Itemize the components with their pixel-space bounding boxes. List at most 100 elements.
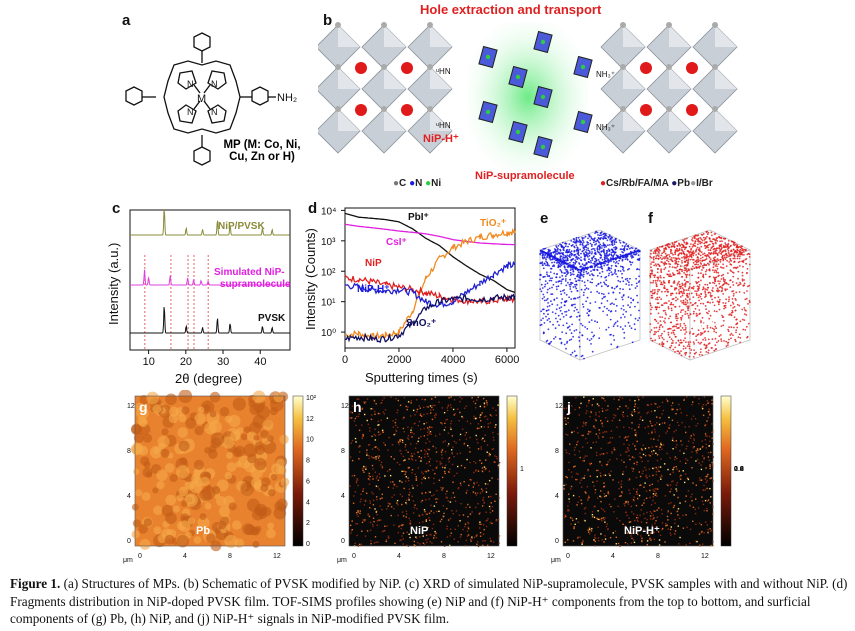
halide-atom <box>335 22 341 28</box>
halide-atom <box>712 64 718 70</box>
xrd-series-1 <box>130 269 290 286</box>
x-axis-title: Sputtering times (s) <box>365 370 478 385</box>
panel-label-j: j <box>566 399 571 415</box>
cube-e-label: NiP <box>588 322 607 334</box>
panel-label-f: f <box>648 210 653 227</box>
tof-series-4 <box>344 260 516 308</box>
panel-label-a: a <box>122 12 131 29</box>
xrd-series-0 <box>130 209 290 236</box>
label-csi: CsI⁺ <box>386 237 407 248</box>
label-pbi: PbI⁺ <box>408 212 429 223</box>
halide-atom <box>620 106 626 112</box>
map-x-tick: 8 <box>228 553 232 560</box>
perovskite-left <box>318 22 453 154</box>
x-tick-label: 6000 <box>495 354 519 366</box>
nip-map: 1 μm 0 0 4 4 8 8 12 12 h NiP <box>337 395 524 564</box>
map-y-tick: 0 <box>127 538 131 545</box>
legend-right: ●Cs/Rb/FA/MA ●Pb●I/Br <box>600 178 713 189</box>
panel-label-g: g <box>139 399 148 415</box>
nip-h-label: NiP-H⁺ <box>423 133 459 145</box>
amine-label: NH₂ <box>277 92 297 104</box>
colorbar-tick: 8 <box>306 458 310 465</box>
halide-atom <box>427 64 433 70</box>
map-x-tick: 0 <box>138 553 142 560</box>
map-y-tick: 0 <box>555 538 559 545</box>
supramolecule-label: NiP-supramolecule <box>475 170 575 182</box>
metal-center-label: M <box>197 93 206 105</box>
svg-text:N: N <box>211 107 218 117</box>
x-tick-label: 0 <box>342 354 348 366</box>
amine-left-label: ᵘHN <box>436 67 451 76</box>
y-tick-label: 10¹ <box>321 298 336 309</box>
map-x-tick: 4 <box>183 553 187 560</box>
a-site-cation <box>640 62 652 74</box>
colorbar-tick: 0 <box>306 541 310 548</box>
halide-atom <box>427 106 433 112</box>
colorbar-tick: 1.2 <box>734 466 744 473</box>
colorbar-tick: 0.4 <box>734 466 744 473</box>
y-tick-label: 10⁰ <box>321 328 336 339</box>
x-tick-label: 40 <box>254 356 266 368</box>
map-x-tick: 4 <box>611 553 615 560</box>
y-axis-title: Intensity (Counts) <box>303 228 318 330</box>
amine-right-label: NH₃⁺ <box>596 123 615 132</box>
halide-atom <box>620 64 626 70</box>
colorbar-tick: 6 <box>306 478 310 485</box>
map-unit: μm <box>123 557 133 564</box>
halide-atom <box>381 22 387 28</box>
map-y-tick: 12 <box>341 403 349 410</box>
map-frame <box>562 395 714 547</box>
panel-label-c: c <box>112 200 121 217</box>
niph-3d-cube <box>649 229 751 361</box>
tof-frame <box>344 207 516 349</box>
map-x-tick: 8 <box>442 553 446 560</box>
xrd-series-2 <box>130 307 290 334</box>
svg-text:N: N <box>187 107 194 117</box>
colorbar <box>720 395 732 547</box>
map-y-tick: 8 <box>341 448 345 455</box>
halide-atom <box>427 22 433 28</box>
tof-series-1 <box>344 223 515 246</box>
tof-series-0 <box>344 212 516 294</box>
x-tick-label: 2000 <box>387 354 411 366</box>
curve-label-supramolecule: supramolecule <box>220 279 291 290</box>
map-x-tick: 4 <box>397 553 401 560</box>
colorbar <box>292 395 304 547</box>
xrd-frame <box>129 209 291 351</box>
map-y-tick: 12 <box>555 403 563 410</box>
curve-label-pvsk: PVSK <box>258 313 286 324</box>
colorbar-tick: 0.0 <box>734 466 744 473</box>
label-nip: NiP <box>365 258 382 269</box>
map-x-tick: 12 <box>701 553 709 560</box>
curve-label-nip-pvsk: NiP/PVSK <box>218 221 265 232</box>
amine-left-label: ᵘHN <box>436 121 451 130</box>
a-site-cation <box>686 62 698 74</box>
halide-atom <box>666 64 672 70</box>
halide-atom <box>381 64 387 70</box>
x-tick-label: 10 <box>143 356 155 368</box>
halide-atom <box>620 22 626 28</box>
map-x-tick: 12 <box>273 553 281 560</box>
porphyrin-structure: N N N N M NH₂ <box>125 32 297 166</box>
a-site-cation <box>640 104 652 116</box>
hole-extraction-title: Hole extraction and transport <box>420 2 602 17</box>
x-tick-label: 20 <box>180 356 192 368</box>
map-y-tick: 4 <box>127 493 131 500</box>
xrd-chart: NiP/PVSK Simulated NiP-supramolecule PVSK 1… <box>106 209 291 386</box>
colorbar-tick: 2 <box>306 520 310 527</box>
supramolecule-glow <box>468 22 588 172</box>
label-nip-h: NiP-H⁺ <box>357 284 390 295</box>
halide-atom <box>381 106 387 112</box>
map-frame <box>348 395 500 547</box>
svg-text:N: N <box>211 79 218 89</box>
map-x-tick: 12 <box>487 553 495 560</box>
a-site-cation <box>355 62 367 74</box>
a-site-cation <box>355 104 367 116</box>
map-species-label-g: Pb <box>196 525 210 537</box>
colorbar <box>506 395 518 547</box>
colorbar-tick: 10 <box>306 437 314 444</box>
halide-atom <box>335 64 341 70</box>
y-tick-label: 10² <box>321 267 336 278</box>
halide-atom <box>712 22 718 28</box>
map-frame <box>134 395 286 547</box>
